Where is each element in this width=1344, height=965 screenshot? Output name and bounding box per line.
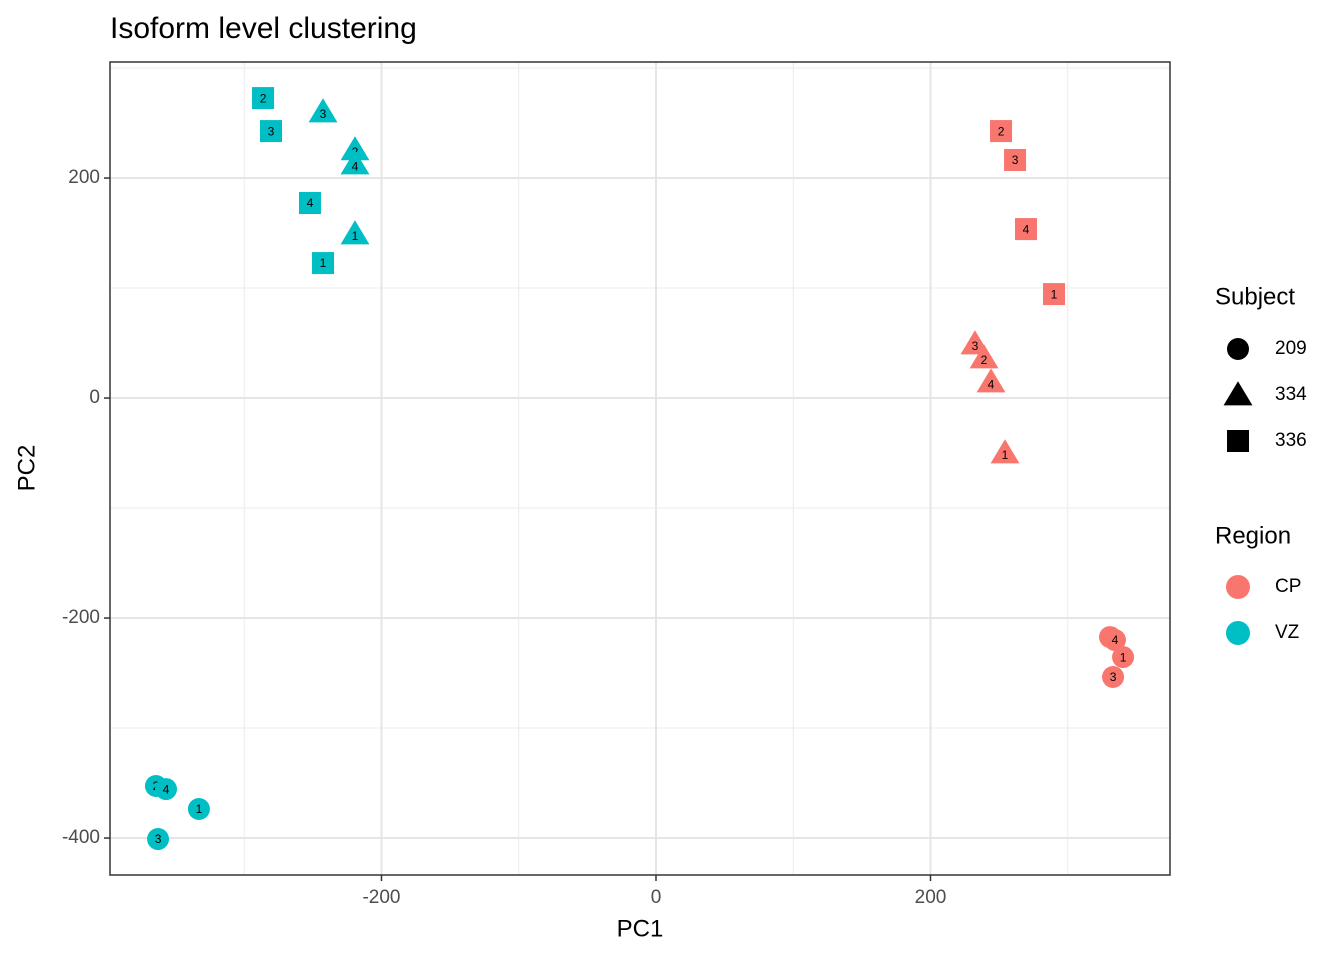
x-tick-label: 0: [651, 887, 662, 908]
point-label: 1: [320, 256, 327, 270]
legend-key: [1227, 338, 1249, 360]
point: [308, 98, 338, 123]
legend-label: VZ: [1275, 622, 1300, 643]
point: [1043, 283, 1066, 306]
x-axis-title: PC1: [617, 915, 664, 942]
point: [340, 220, 370, 245]
legend-label: 336: [1275, 430, 1307, 451]
point-label: 1: [1002, 448, 1009, 462]
point-label: 3: [1012, 153, 1019, 167]
point-label: 4: [1023, 222, 1030, 236]
point: [340, 150, 370, 175]
legend-title: Subject: [1215, 283, 1295, 310]
point: [990, 439, 1020, 464]
point-label: 3: [1110, 670, 1117, 684]
point: [990, 120, 1013, 143]
y-tick-label: 0: [89, 387, 100, 408]
point: [154, 778, 177, 801]
point: [1112, 646, 1135, 669]
point: [1015, 218, 1038, 241]
point-label: 4: [1112, 633, 1119, 647]
y-tick-label: 200: [68, 167, 100, 188]
point: [312, 252, 335, 275]
point: [340, 136, 370, 161]
panel-border: [109, 61, 1171, 876]
point-label: 2: [260, 91, 267, 105]
point: [252, 87, 275, 110]
point-label: 2: [981, 353, 988, 367]
point: [259, 120, 282, 143]
point: [187, 798, 210, 821]
point-label: 1: [352, 229, 359, 243]
legend-key: [1226, 575, 1250, 599]
point-label: 1: [1051, 287, 1058, 301]
point: [976, 368, 1006, 393]
point-label: 3: [320, 107, 327, 121]
x-tick-label: 200: [915, 887, 947, 908]
point-label: 4: [307, 196, 314, 210]
legend-key: [1223, 381, 1253, 406]
point: [1004, 149, 1027, 172]
x-tick-label: -200: [362, 887, 400, 908]
point-label: 2: [998, 124, 1005, 138]
point: [1102, 666, 1125, 689]
point: [298, 192, 321, 215]
chart-title: Isoform level clustering: [110, 12, 417, 45]
legend-key: [1227, 430, 1249, 452]
y-axis-title: PC2: [13, 445, 40, 492]
legend-title: Region: [1215, 522, 1291, 549]
point: [147, 828, 170, 851]
point-label: 4: [988, 377, 995, 391]
y-tick-label: -400: [62, 827, 100, 848]
point: [1103, 629, 1126, 652]
point-label: 4: [163, 782, 170, 796]
point-label: 3: [972, 339, 979, 353]
point-label: 3: [268, 124, 275, 138]
y-tick-label: -200: [62, 607, 100, 628]
legend-label: 334: [1275, 384, 1307, 405]
legend-label: 209: [1275, 338, 1307, 359]
legend-key: [1226, 621, 1250, 645]
point-label: 1: [196, 802, 203, 816]
legend-label: CP: [1275, 576, 1301, 597]
point-label: 3: [155, 832, 162, 846]
point-label: 4: [352, 159, 359, 173]
point: [969, 344, 999, 369]
point-label: 1: [1120, 650, 1127, 664]
